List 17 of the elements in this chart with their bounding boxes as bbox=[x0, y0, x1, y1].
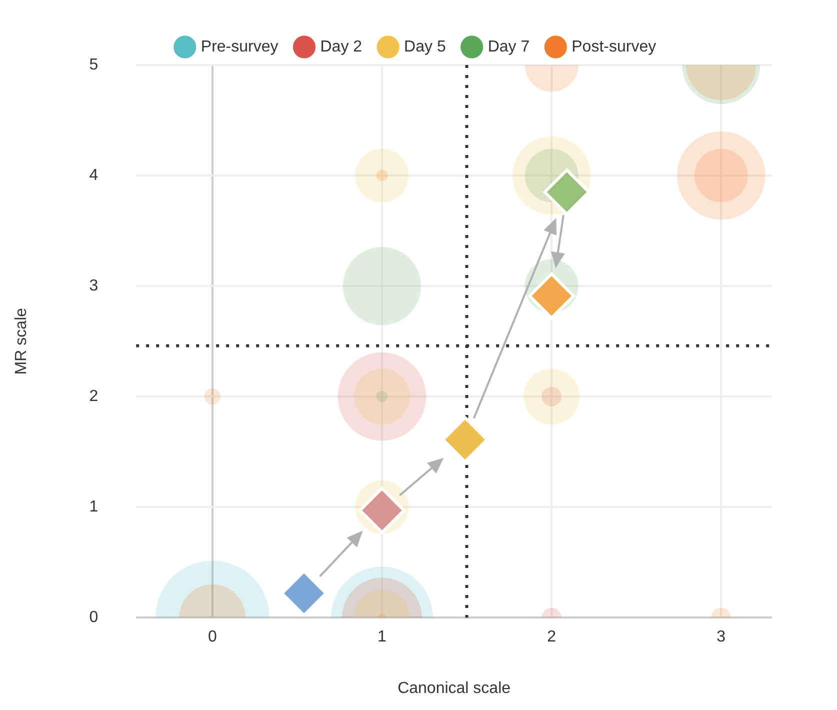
x-axis-title: Canonical scale bbox=[398, 680, 511, 697]
y-tick-label: 1 bbox=[89, 498, 98, 516]
y-tick-label: 3 bbox=[89, 277, 98, 294]
y-tick-label: 0 bbox=[89, 609, 98, 626]
legend-label: Day 5 bbox=[404, 38, 446, 56]
legend-label: Post-survey bbox=[572, 38, 656, 56]
y-tick-label: 4 bbox=[89, 166, 98, 184]
x-tick-label: 2 bbox=[547, 628, 556, 646]
y-axis-title: MR scale bbox=[13, 308, 30, 375]
legend-label: Day 7 bbox=[488, 38, 530, 56]
legend-label: Pre-survey bbox=[200, 38, 278, 56]
legend-label: Day 2 bbox=[320, 38, 362, 56]
x-tick-label: 0 bbox=[208, 628, 217, 646]
x-tick-label: 1 bbox=[378, 628, 387, 646]
y-tick-label: 2 bbox=[89, 388, 98, 405]
y-tick-label: 5 bbox=[89, 56, 98, 74]
x-tick-label: 3 bbox=[716, 628, 726, 646]
